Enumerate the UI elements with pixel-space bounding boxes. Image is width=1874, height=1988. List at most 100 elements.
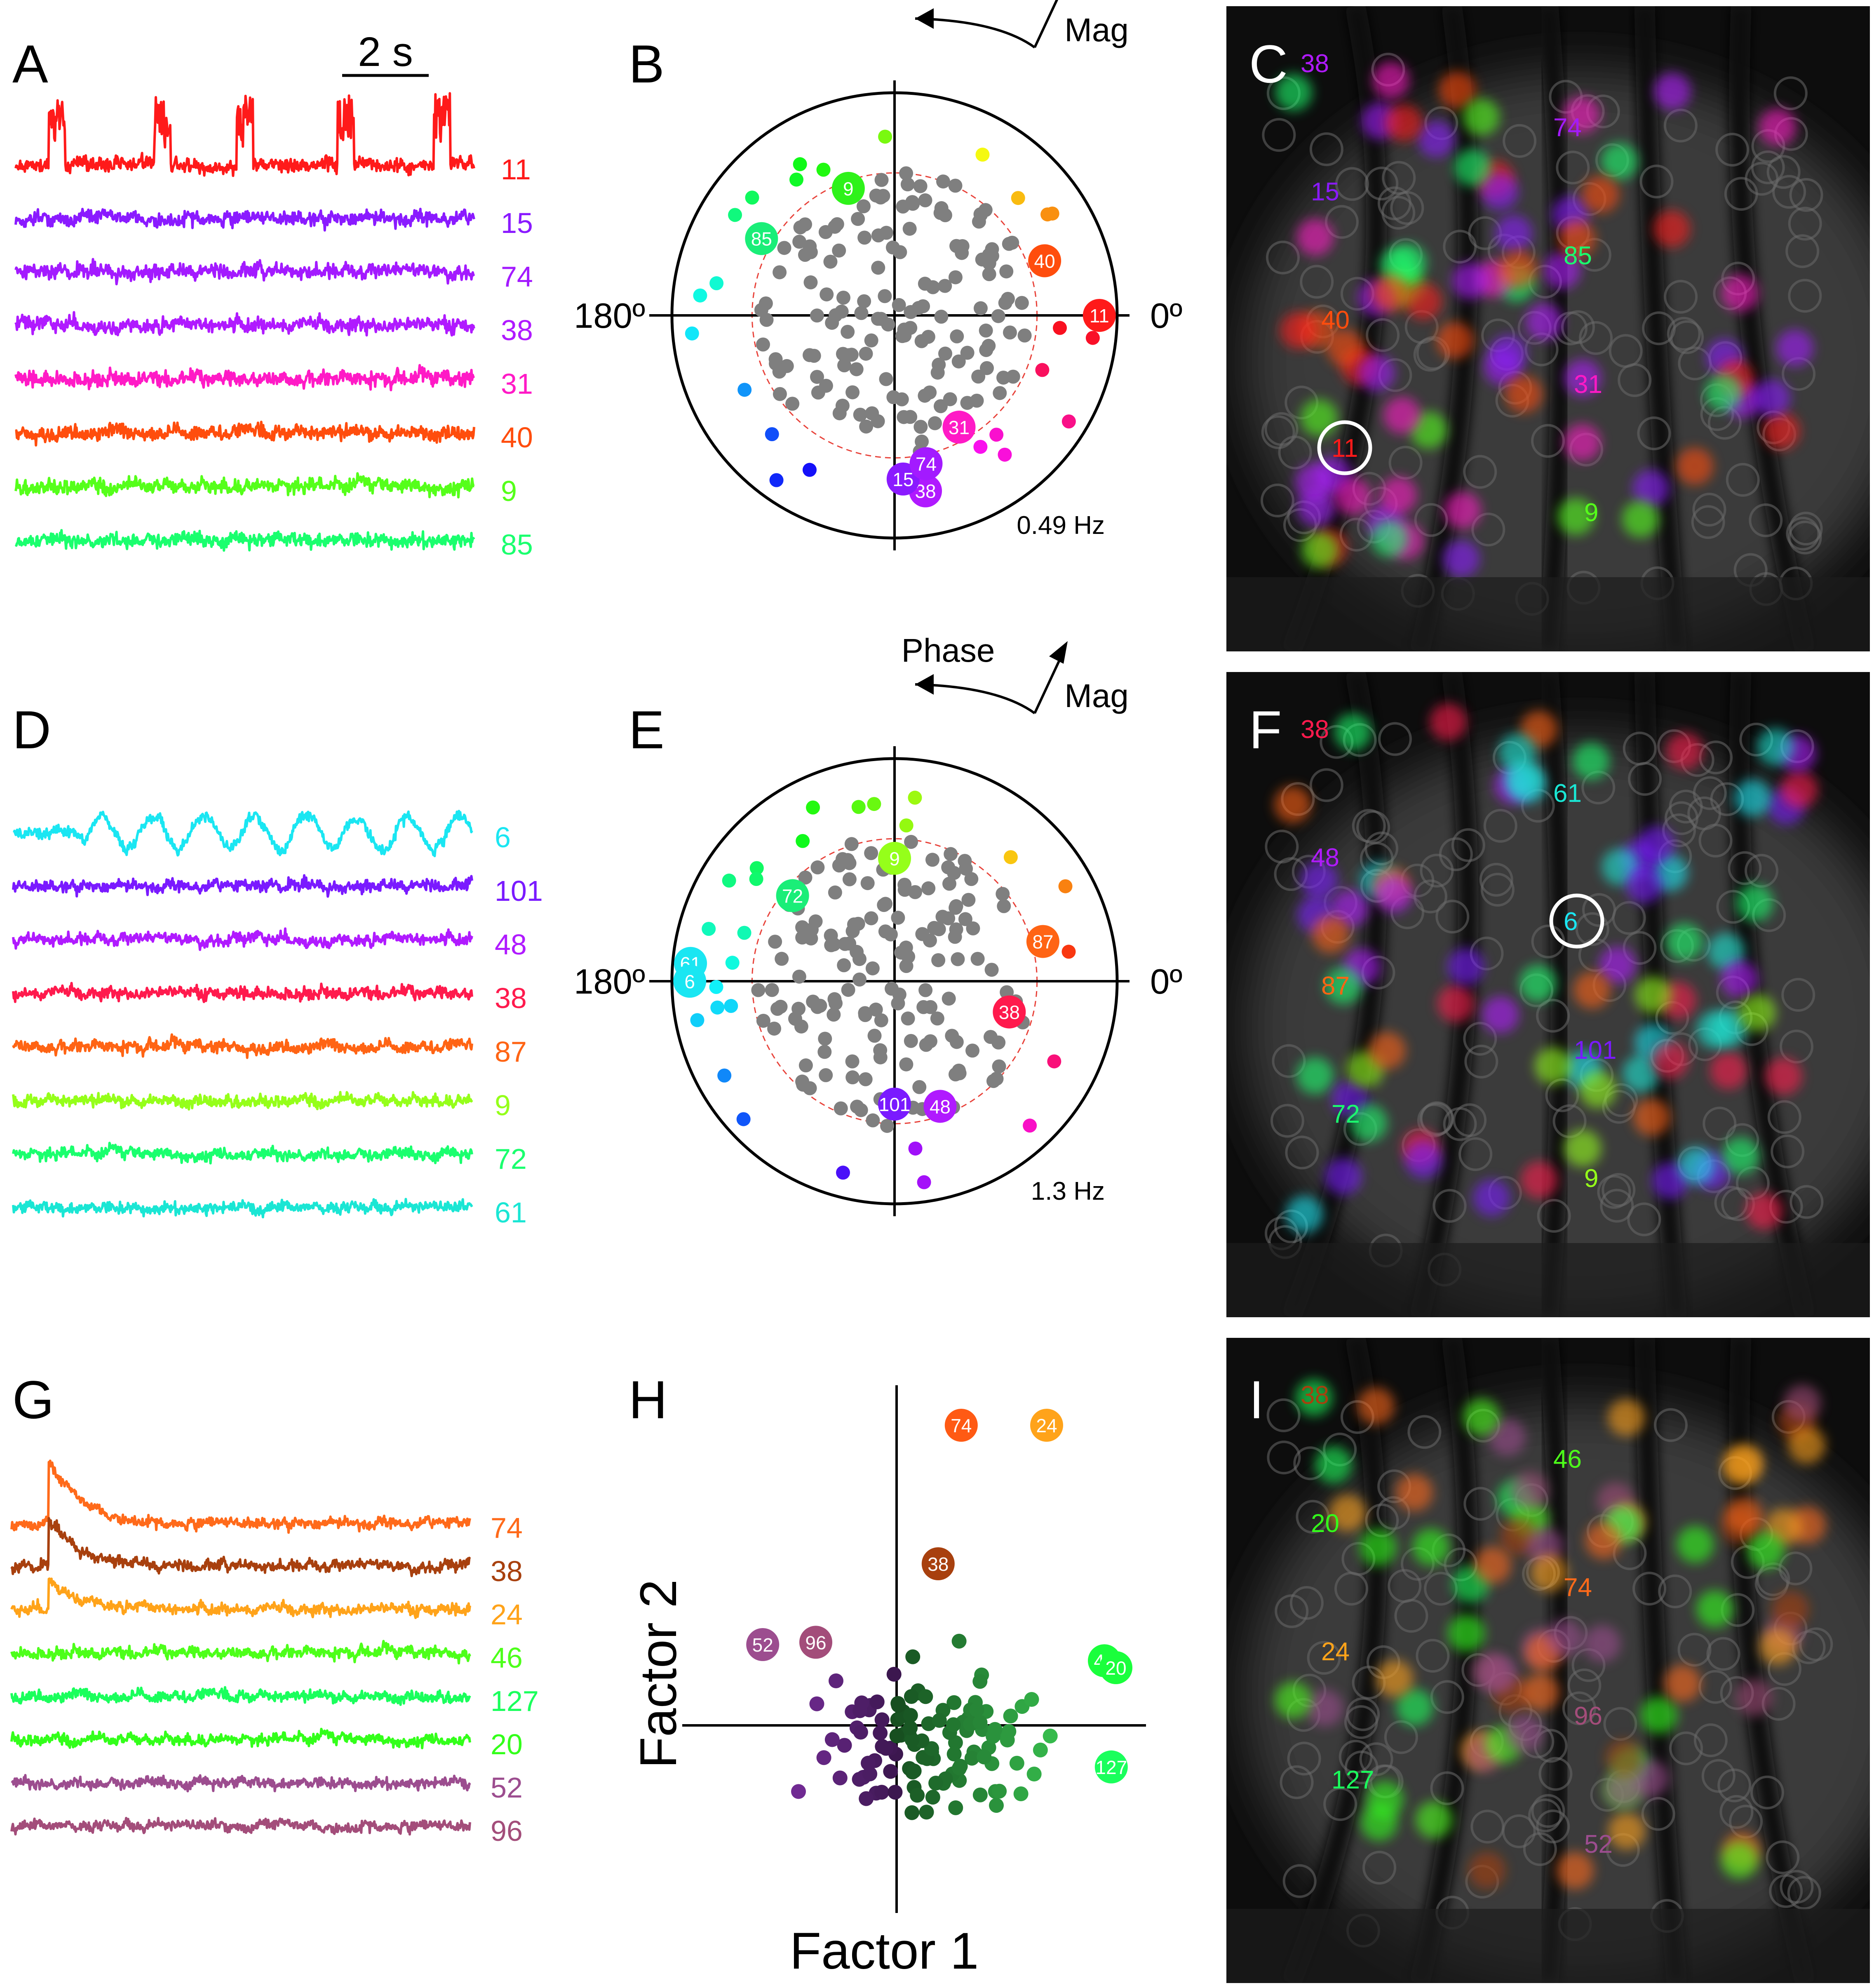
cell-outline: [1416, 1639, 1450, 1673]
cell-outline: [1289, 1586, 1324, 1620]
cell-outline: [1658, 1574, 1692, 1608]
cell-outline: [1307, 1641, 1341, 1675]
cell-outline: [1470, 1809, 1505, 1844]
labeled-cell-number: 9: [843, 178, 854, 200]
cell-dot-gray: [928, 416, 942, 430]
colored-cell: [1632, 470, 1670, 507]
cell-dot-colored: [899, 818, 914, 833]
colored-cell: [1489, 334, 1527, 372]
cell-dot-gray: [841, 982, 855, 997]
cell-dot-colored: [702, 921, 716, 936]
trace-label: 40: [501, 421, 533, 454]
cell-dot-gray: [903, 410, 918, 424]
cell-dot-gray: [869, 1002, 883, 1017]
colored-cell: [1788, 1426, 1825, 1464]
cell-outline: [1789, 178, 1823, 212]
trace-31: [14, 364, 475, 392]
cell-dot-gray: [993, 386, 1007, 400]
cell-dot-gray: [865, 961, 880, 975]
cell-dot-gray: [934, 310, 949, 324]
scatter-point: [932, 1713, 947, 1728]
cell-label: 20: [1311, 1509, 1339, 1538]
phase-arrow-head: [915, 674, 934, 695]
tissue-fold: [1634, 1338, 1687, 1983]
colored-cell: [1324, 1158, 1362, 1195]
cell-dot-gray: [900, 177, 915, 192]
phase-label: Phase: [902, 0, 995, 3]
colored-cell: [1474, 1546, 1511, 1584]
cell-dot-gray: [918, 983, 933, 997]
scatter-point: [1009, 1755, 1024, 1771]
panel-letters: A B C D E F G H I: [12, 34, 1288, 1430]
cell-outline: [1439, 837, 1473, 872]
cell-dot-gray: [827, 992, 842, 1006]
colored-cell: [1696, 1590, 1733, 1628]
deg-0-label: 0º: [1150, 962, 1182, 1001]
colored-cell: [1753, 379, 1791, 416]
colored-cell: [1367, 1781, 1404, 1818]
cell-outline: [1376, 1496, 1411, 1530]
cell-outline: [1612, 901, 1646, 935]
cell-outline: [1261, 415, 1295, 449]
colored-cell: [1653, 73, 1691, 110]
colored-cell: [1504, 760, 1542, 797]
cell-dot-colored: [851, 800, 866, 814]
cell-outline: [1780, 1870, 1814, 1904]
cell-dot-gray: [932, 922, 946, 936]
colored-cell: [1296, 1057, 1334, 1095]
cell-dot-gray: [912, 1080, 927, 1094]
cell-outline: [1773, 76, 1808, 110]
colored-cell: [1468, 1852, 1506, 1889]
colored-cell: [1735, 1679, 1773, 1716]
cell-outline: [1435, 900, 1470, 934]
cell-dot-gray: [949, 899, 963, 914]
cell-dot-gray: [765, 983, 779, 997]
mag-arrow-line: [1033, 651, 1065, 714]
labeled-cell-marker: [1028, 244, 1061, 277]
cell-dot-gray: [853, 407, 867, 422]
cell-dot-gray: [793, 220, 808, 235]
cell-label: 61: [1553, 779, 1582, 808]
cell-dot-gray: [850, 1100, 864, 1114]
labeled-cell-marker: [831, 172, 865, 205]
cell-dot-gray: [933, 399, 948, 414]
cell-dot-colored: [1035, 363, 1050, 377]
scatter-point: [1013, 1786, 1029, 1802]
cell-dot-gray: [767, 1021, 782, 1036]
colored-cell: [1396, 1689, 1433, 1726]
cell-outline: [1664, 280, 1698, 314]
scatter-point: [1026, 1767, 1042, 1782]
colored-cell: [1622, 1055, 1660, 1093]
cell-outline: [1627, 1202, 1661, 1236]
cell-outline: [1562, 1691, 1596, 1725]
cell-outline: [1677, 1633, 1712, 1667]
colored-cell: [1358, 354, 1395, 392]
cell-outline: [1781, 978, 1815, 1012]
colored-cell: [1495, 215, 1533, 252]
cell-dot-gray: [859, 346, 873, 361]
cell-outline: [1463, 1487, 1498, 1521]
cell-dot-colored: [975, 148, 990, 162]
cell-dot-gray: [899, 166, 914, 181]
cell-dot-gray: [891, 910, 905, 925]
cell-outline: [1344, 1705, 1378, 1739]
cell-dot-colored: [1053, 321, 1067, 335]
colored-cell: [1726, 1497, 1763, 1534]
cell-outline: [1296, 1499, 1330, 1534]
cell-dot-gray: [794, 1019, 808, 1034]
colored-cell: [1405, 282, 1442, 320]
cell-dot-gray: [878, 289, 892, 303]
trace-label: 20: [491, 1728, 523, 1760]
cell-dot-gray: [773, 265, 787, 280]
labeled-cell-number: 101: [879, 1094, 911, 1115]
colored-cell: [1573, 971, 1611, 1009]
cell-dot-gray: [795, 931, 810, 945]
colored-cell: [1543, 251, 1581, 289]
cell-outline: [1382, 161, 1416, 195]
cell-dot-gray: [942, 877, 956, 891]
cell-dot-gray: [864, 911, 878, 926]
cell-outline: [1786, 517, 1820, 551]
cell-outline: [1719, 1795, 1754, 1829]
tissue-fold: [1729, 1338, 1816, 1983]
cell-dot-gray: [921, 881, 936, 895]
